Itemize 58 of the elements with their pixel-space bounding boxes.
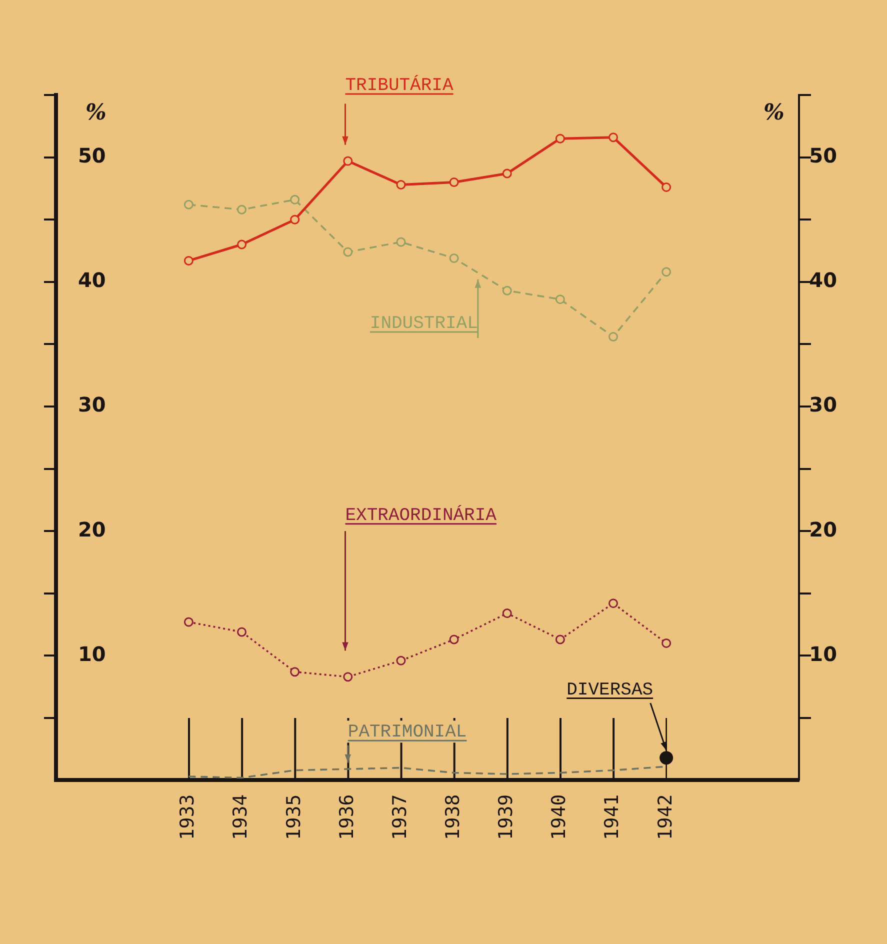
point (555, 134, 565, 144)
point (608, 598, 618, 608)
point (608, 332, 618, 342)
point (502, 608, 512, 618)
point (502, 286, 512, 296)
y2-tick-label: 30 (809, 392, 837, 417)
y2-tick-label: 50 (809, 144, 837, 168)
y-tick-label: 50 (78, 144, 106, 168)
point (343, 672, 353, 682)
text: DIVERSAS (566, 680, 654, 700)
series-label: PATRIMONIAL (348, 722, 467, 743)
x-tick-label: 1940 (548, 794, 570, 840)
point (290, 667, 300, 677)
x-tick-label: 1934 (230, 794, 252, 840)
y2-tick-label: 10 (809, 642, 837, 666)
x-tick-label: 1936 (336, 794, 358, 840)
point (237, 204, 246, 214)
y2-axis-title: % (764, 99, 785, 126)
point (290, 194, 300, 204)
y-tick-label: 10 (78, 642, 106, 666)
point (237, 240, 246, 250)
text: EXTRAORDINÁRIA (345, 504, 497, 526)
point (662, 267, 672, 277)
point (290, 214, 300, 224)
x-tick-label: 1941 (601, 794, 624, 840)
y-tick-label: 20 (78, 517, 106, 542)
y-tick-label: 30 (78, 392, 106, 417)
point (396, 237, 406, 247)
point (343, 156, 353, 166)
point (502, 168, 512, 178)
point (662, 638, 672, 648)
point (396, 656, 406, 666)
point (184, 617, 194, 627)
series-label: INDUSTRIAL (370, 314, 478, 334)
x-tick-label: 1939 (495, 794, 518, 840)
y-axis-title: % (86, 99, 107, 126)
point (555, 294, 565, 304)
x-tick-label: 1937 (388, 794, 411, 840)
text: TRIBUTÁRIA (345, 75, 454, 96)
x-tick-label: 1935 (282, 794, 305, 840)
y2-tick-label: 20 (809, 517, 837, 542)
point (343, 247, 353, 257)
y2-tick-label: 40 (809, 268, 837, 292)
point (449, 253, 459, 263)
x-tick-label: 1938 (442, 794, 464, 840)
point (608, 132, 618, 142)
point (449, 634, 459, 644)
point (184, 256, 194, 266)
point (237, 627, 246, 637)
point (555, 634, 565, 644)
x-tick-label: 1942 (654, 794, 676, 840)
point (184, 200, 194, 210)
point (449, 177, 459, 187)
point (662, 182, 672, 192)
y-tick-label: 40 (78, 268, 106, 292)
point (396, 180, 406, 190)
x-tick-label: 1933 (176, 794, 199, 840)
point (660, 751, 674, 765)
